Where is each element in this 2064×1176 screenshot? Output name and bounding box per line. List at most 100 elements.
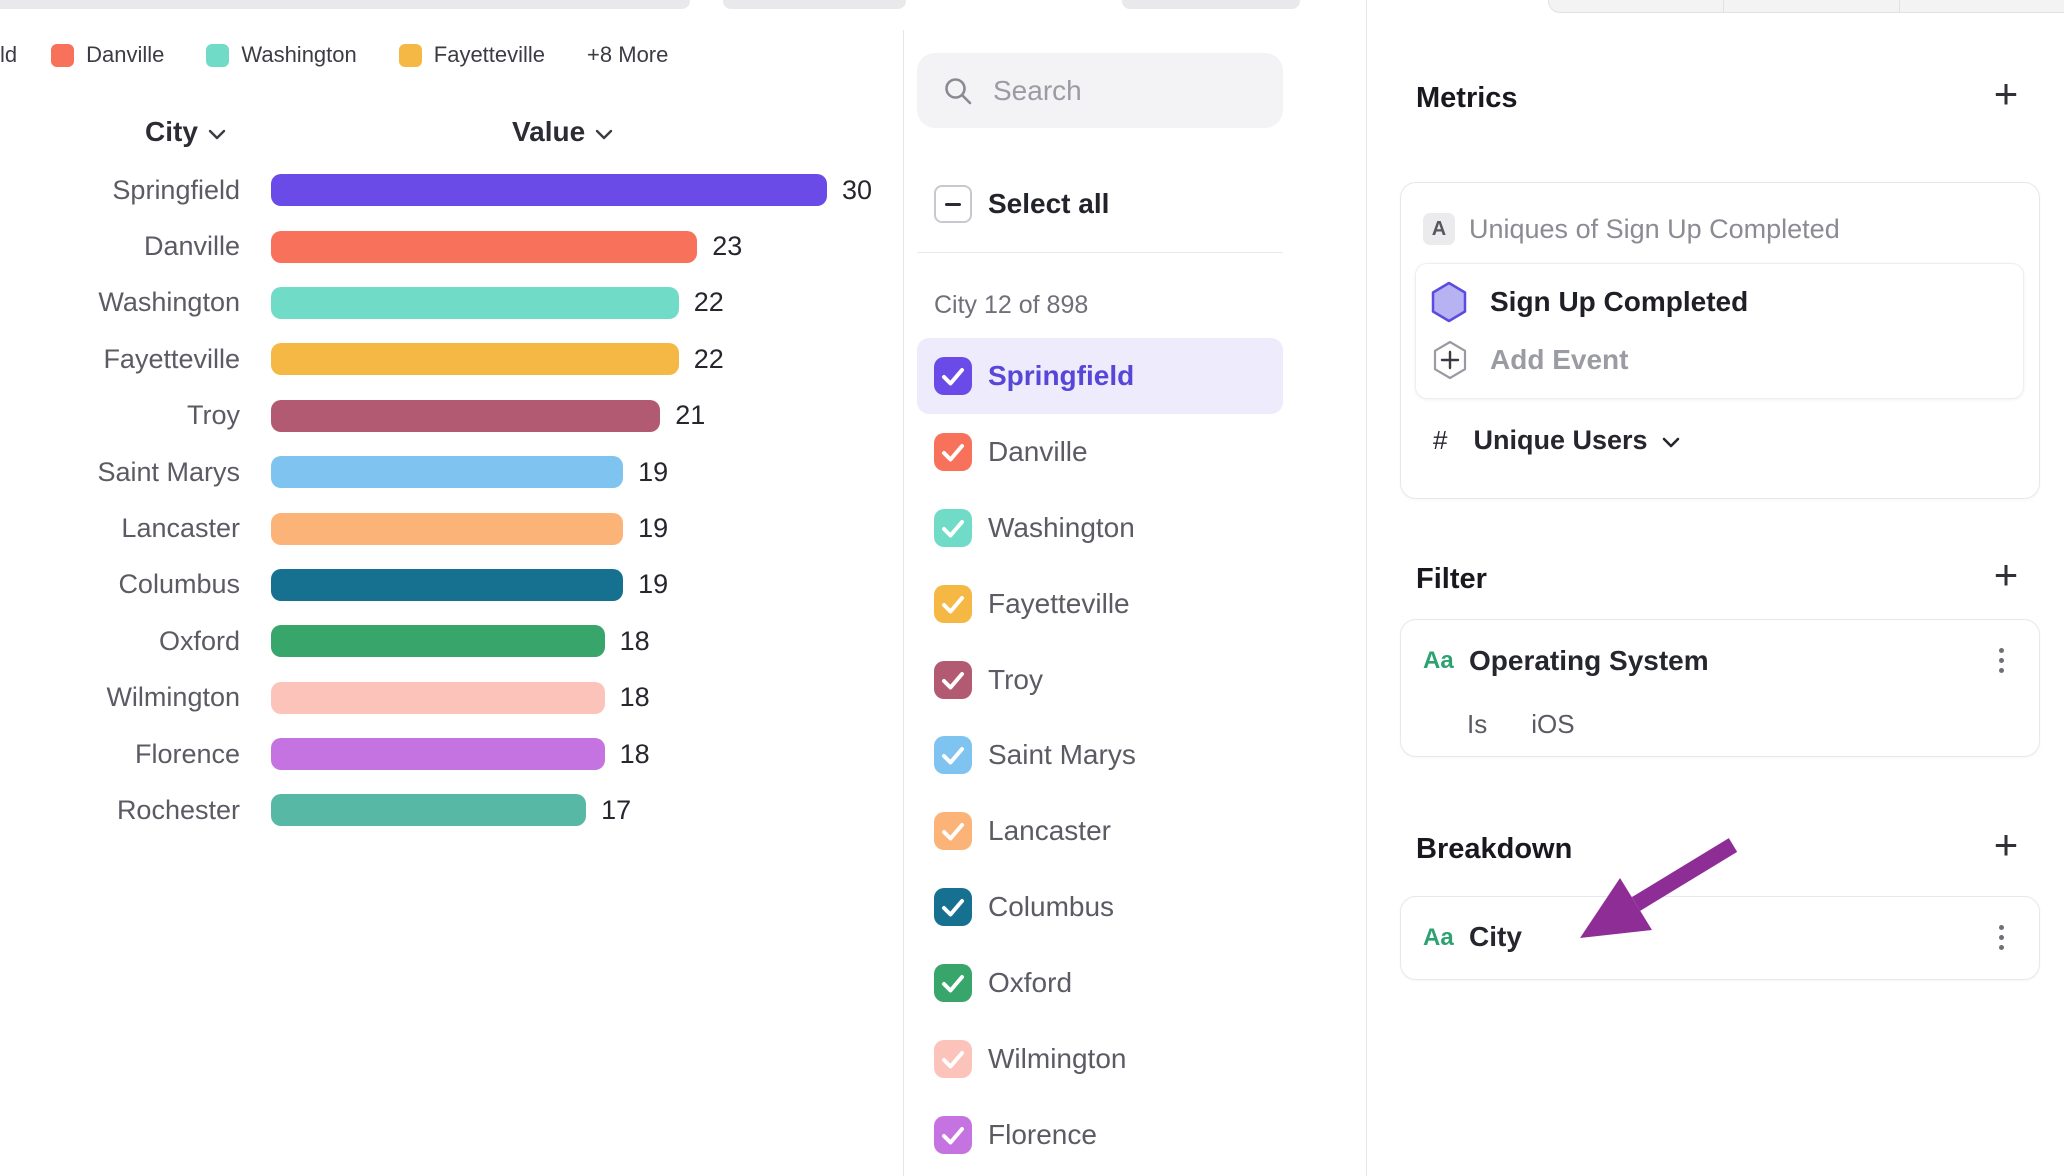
- city-list-item[interactable]: Wilmington: [917, 1021, 1283, 1097]
- column-header-city[interactable]: City: [145, 116, 226, 148]
- city-checkbox[interactable]: [934, 888, 972, 927]
- chart-bar-value: 30: [842, 174, 873, 205]
- chart-bar[interactable]: [271, 230, 698, 263]
- legend-item[interactable]: Danville: [51, 42, 164, 68]
- select-all-row[interactable]: Select all: [917, 176, 1109, 232]
- chart-row-label: Wilmington: [106, 682, 240, 713]
- city-list-item[interactable]: Columbus: [917, 869, 1283, 945]
- chart-row: Lancaster 19: [0, 500, 903, 556]
- city-list-item[interactable]: Washington: [917, 490, 1283, 566]
- search-input[interactable]: [991, 73, 1275, 108]
- chart-bar[interactable]: [271, 286, 679, 319]
- filter-card[interactable]: Aa Operating System Is iOS: [1400, 619, 2040, 757]
- checkmark-icon: [942, 1126, 964, 1145]
- city-list-item[interactable]: Danville: [917, 414, 1283, 490]
- city-checkbox[interactable]: [934, 812, 972, 851]
- chart-bar-value: 18: [619, 682, 650, 713]
- chart-bar[interactable]: [271, 343, 679, 376]
- measure-label: Unique Users: [1473, 424, 1648, 455]
- checkmark-icon: [942, 671, 964, 689]
- chart-bar[interactable]: [271, 568, 624, 601]
- city-label: Fayetteville: [988, 587, 1130, 619]
- city-checkbox[interactable]: [934, 964, 972, 1003]
- breakdown-section-title: Breakdown: [1416, 833, 1573, 865]
- toolbar-strip: [1122, 0, 1300, 9]
- checkmark-icon: [942, 747, 964, 765]
- city-checkbox[interactable]: [934, 736, 972, 775]
- chart-row-label: Florence: [134, 738, 240, 769]
- city-checkbox[interactable]: [934, 356, 972, 395]
- chart-row-label: Lancaster: [121, 513, 240, 544]
- add-filter-button[interactable]: +: [1993, 551, 2019, 598]
- search-box[interactable]: [917, 53, 1283, 128]
- city-checkbox[interactable]: [934, 660, 972, 699]
- column-header-value-label: Value: [512, 116, 586, 147]
- breakdown-card[interactable]: Aa City: [1400, 896, 2040, 980]
- legend-item-truncated[interactable]: ld: [0, 42, 18, 67]
- chart-row-label: Springfield: [112, 174, 240, 205]
- legend-item[interactable]: Washington: [206, 42, 357, 68]
- chart-bar-value: 18: [619, 738, 650, 769]
- city-list-item[interactable]: Saint Marys: [917, 717, 1283, 793]
- chart-bar[interactable]: [271, 456, 624, 489]
- chart-row: Saint Marys 19: [0, 444, 903, 500]
- chart-legend: ld Danville Washington Fayetteville +8 Mor…: [0, 40, 668, 70]
- checkmark-icon: [942, 899, 964, 917]
- checkmark-icon: [942, 1050, 964, 1069]
- metric-formula-text: Uniques of Sign Up Completed: [1469, 214, 1840, 244]
- chart-bar[interactable]: [271, 794, 587, 827]
- city-label: Oxford: [988, 967, 1073, 999]
- event-name: Sign Up Completed: [1490, 286, 1749, 317]
- select-all-label: Select all: [988, 188, 1110, 219]
- city-checkbox[interactable]: [934, 1115, 972, 1154]
- city-list-item[interactable]: Oxford: [917, 945, 1283, 1021]
- indeterminate-minus-icon: [945, 202, 961, 206]
- city-checkbox[interactable]: [934, 1039, 972, 1078]
- chart-bar[interactable]: [271, 399, 661, 432]
- measure-selector[interactable]: # Unique Users: [1433, 423, 1680, 457]
- kebab-menu-icon[interactable]: [1983, 925, 2019, 950]
- kebab-menu-icon[interactable]: [1983, 648, 2019, 673]
- city-list-item[interactable]: Florence: [917, 1097, 1283, 1173]
- add-event-row[interactable]: Add Event: [1430, 336, 1628, 384]
- chart-row: Wilmington 18: [0, 670, 903, 726]
- city-list-item[interactable]: Lancaster: [917, 793, 1283, 869]
- toolbar-strip: [0, 0, 690, 9]
- city-label: Lancaster: [988, 815, 1111, 847]
- chart-bar-value: 23: [712, 231, 743, 262]
- chart-bar[interactable]: [271, 512, 624, 545]
- segmented-control-partial[interactable]: [1548, 0, 2064, 13]
- chart-bar-value: 19: [638, 513, 669, 544]
- chart-row-label: Troy: [187, 400, 240, 431]
- legend-item[interactable]: Fayetteville: [398, 42, 545, 68]
- filter-property-name: Operating System: [1469, 645, 1709, 676]
- column-header-value[interactable]: Value: [512, 116, 613, 148]
- filter-value: iOS: [1531, 709, 1575, 739]
- city-checkbox[interactable]: [934, 508, 972, 547]
- city-checkbox[interactable]: [934, 432, 972, 471]
- chart-row-label: Oxford: [158, 625, 240, 656]
- filter-condition[interactable]: Is iOS: [1467, 709, 1575, 740]
- property-type-icon: Aa: [1423, 924, 1454, 951]
- city-count-label: City 12 of 898: [934, 291, 1089, 319]
- city-checkbox[interactable]: [934, 584, 972, 623]
- chart-bar[interactable]: [271, 738, 605, 771]
- chart-bar[interactable]: [271, 625, 605, 658]
- chart-bar[interactable]: [271, 681, 605, 714]
- checkmark-icon: [942, 443, 964, 462]
- city-list-item[interactable]: Springfield: [917, 338, 1283, 414]
- add-breakdown-button[interactable]: +: [1993, 821, 2019, 868]
- city-list-item[interactable]: Troy: [917, 642, 1283, 718]
- chevron-down-icon: [1662, 437, 1680, 448]
- legend-more-button[interactable]: +8 More: [587, 42, 669, 67]
- chart-row-label: Columbus: [118, 569, 240, 600]
- select-all-checkbox[interactable]: [934, 185, 972, 223]
- breakdown-property-name: City: [1469, 921, 1522, 952]
- chart-bar[interactable]: [271, 174, 827, 207]
- chart-row: Springfield 30: [0, 162, 903, 218]
- legend-swatch: [51, 43, 75, 67]
- city-list-item[interactable]: Fayetteville: [917, 566, 1283, 642]
- add-metric-button[interactable]: +: [1993, 70, 2019, 117]
- event-row[interactable]: Sign Up Completed: [1430, 278, 1748, 326]
- chevron-down-icon: [208, 129, 226, 140]
